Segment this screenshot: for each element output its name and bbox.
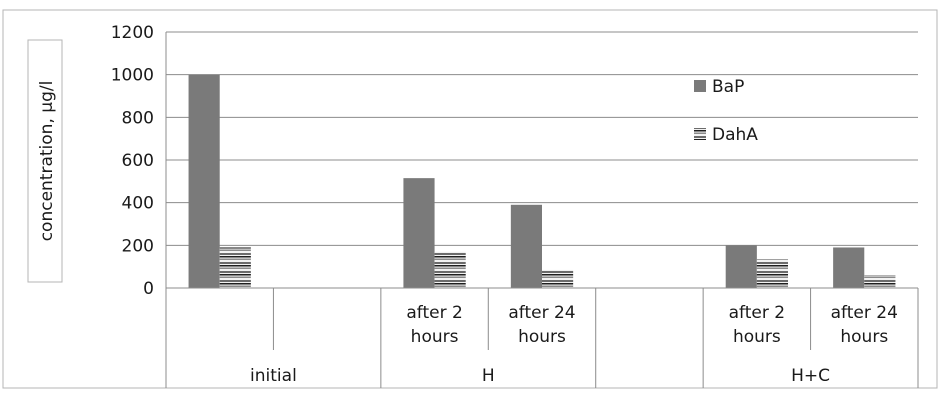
subcategory-label-3-1: after 24 hours <box>831 303 898 347</box>
legend-swatch-daha <box>694 128 706 140</box>
y-tick-label-1200: 1200 <box>111 23 154 43</box>
bar-daha-6 <box>864 275 896 288</box>
bar-daha-3 <box>542 269 574 288</box>
category-axis <box>165 287 919 388</box>
bar-bap-6 <box>833 247 865 288</box>
legend: BaP DahA <box>694 77 758 145</box>
bar-daha-0 <box>219 247 251 288</box>
group-label-1: H <box>482 366 495 386</box>
y-tick-label-200: 200 <box>122 236 154 256</box>
bar-bap-2 <box>403 178 435 288</box>
bar-daha-5 <box>756 259 789 288</box>
y-tick-label-0: 0 <box>143 279 154 299</box>
bar-bap-5 <box>725 245 757 288</box>
bars <box>188 74 896 289</box>
bar-bap-0 <box>188 74 220 289</box>
subcategory-label-1-1: after 24 hours <box>508 303 575 347</box>
subcategory-label-1-0: after 2 hours <box>406 303 462 347</box>
subcategory-label-3-0: after 2 hours <box>729 303 785 347</box>
legend-swatch-bap <box>694 80 706 92</box>
legend-label-daha: DahA <box>712 125 758 145</box>
y-tick-label-800: 800 <box>122 108 154 128</box>
chart-frame <box>2 9 938 389</box>
y-tick-label-400: 400 <box>122 194 154 214</box>
y-axis-title-box <box>27 39 63 283</box>
y-tick-labels: 0 200 400 600 800 1000 1200 <box>111 23 154 299</box>
y-axis-title: concentration, µg/l <box>37 81 57 242</box>
y-tick-label-600: 600 <box>122 151 154 171</box>
bar-bap-3 <box>510 204 542 288</box>
y-tick-label-1000: 1000 <box>111 66 154 86</box>
bar-daha-2 <box>434 251 466 288</box>
group-label-3: H+C <box>791 366 830 386</box>
group-label-0: initial <box>250 366 297 386</box>
legend-label-bap: BaP <box>712 77 744 97</box>
